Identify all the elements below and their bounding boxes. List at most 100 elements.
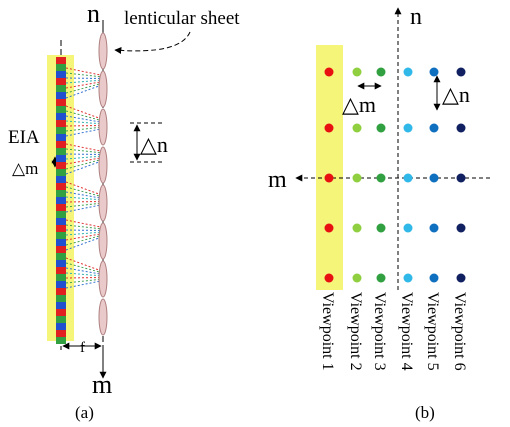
pixel xyxy=(56,85,66,92)
pixel xyxy=(56,183,66,190)
delta-m: △m xyxy=(342,92,376,117)
pixel xyxy=(56,239,66,246)
caption: (b) xyxy=(415,403,435,422)
lens xyxy=(99,299,107,335)
viewpoint-label: Viewpoint 1 xyxy=(319,292,336,371)
pixel xyxy=(56,57,66,64)
pixel xyxy=(56,232,66,239)
pixel xyxy=(56,190,66,197)
pixel xyxy=(56,288,66,295)
pixel xyxy=(56,204,66,211)
pixel xyxy=(56,197,66,204)
viewpoint-dot xyxy=(430,224,439,233)
delta-n: △n xyxy=(442,82,470,107)
pixel xyxy=(56,246,66,253)
viewpoint-label: Viewpoint 6 xyxy=(451,292,468,371)
pixel xyxy=(56,309,66,316)
pixel xyxy=(56,267,66,274)
axis-label: m xyxy=(268,167,287,193)
pixel xyxy=(56,176,66,183)
pixel xyxy=(56,141,66,148)
pixel xyxy=(56,106,66,113)
axis-label: m xyxy=(92,370,112,399)
viewpoint-dot xyxy=(404,274,413,283)
viewpoint-dot xyxy=(377,224,386,233)
viewpoint-dot xyxy=(353,274,362,283)
viewpoint-dot xyxy=(457,224,466,233)
pixel xyxy=(56,337,66,344)
pixel xyxy=(56,211,66,218)
lens xyxy=(99,109,107,145)
lens xyxy=(99,33,107,69)
viewpoint-dot xyxy=(430,68,439,77)
pixel xyxy=(56,169,66,176)
pixel xyxy=(56,127,66,134)
ray xyxy=(66,202,103,203)
pixel xyxy=(56,281,66,288)
viewpoint-highlight xyxy=(316,45,343,290)
viewpoint-dot xyxy=(353,124,362,133)
viewpoint-dot xyxy=(404,68,413,77)
lens xyxy=(99,261,107,297)
ray xyxy=(66,230,103,231)
viewpoint-dot xyxy=(404,124,413,133)
pixel xyxy=(56,155,66,162)
caption: (a) xyxy=(75,403,94,422)
delta-n: △n xyxy=(140,132,168,157)
pixel xyxy=(56,134,66,141)
lens xyxy=(99,147,107,183)
pixel xyxy=(56,120,66,127)
viewpoint-dot xyxy=(377,174,386,183)
viewpoint-dot xyxy=(430,174,439,183)
pixel xyxy=(56,302,66,309)
delta-m: △m xyxy=(12,159,38,178)
viewpoint-dot xyxy=(430,274,439,283)
viewpoint-dot xyxy=(404,224,413,233)
pixel xyxy=(56,225,66,232)
viewpoint-label: Viewpoint 5 xyxy=(424,292,441,371)
viewpoint-dot xyxy=(325,224,334,233)
lens xyxy=(99,71,107,107)
figure: n lenticular sheet EIA △m △n f m (a) n m… xyxy=(0,0,510,427)
pixel xyxy=(56,323,66,330)
viewpoint-dot xyxy=(325,68,334,77)
viewpoint-label: Viewpoint 4 xyxy=(398,292,415,371)
pixel xyxy=(56,260,66,267)
viewpoint-dot xyxy=(325,174,334,183)
ray xyxy=(66,154,103,155)
ray xyxy=(66,78,103,79)
axis-label: n xyxy=(87,0,100,28)
pixel xyxy=(56,253,66,260)
viewpoint-dot xyxy=(457,68,466,77)
pixel xyxy=(56,99,66,106)
viewpoint-dot xyxy=(325,124,334,133)
pixel xyxy=(56,162,66,169)
pixel xyxy=(56,78,66,85)
panel-a: n lenticular sheet EIA △m △n f m (a) xyxy=(8,0,240,422)
viewpoint-dot xyxy=(457,274,466,283)
pixel xyxy=(56,64,66,71)
viewpoint-dot xyxy=(404,174,413,183)
viewpoint-dot xyxy=(353,174,362,183)
viewpoint-dot xyxy=(353,68,362,77)
pixel xyxy=(56,71,66,78)
ray xyxy=(66,278,103,279)
viewpoint-dot xyxy=(457,174,466,183)
viewpoint-dot xyxy=(430,124,439,133)
lens xyxy=(99,223,107,259)
viewpoint-dot xyxy=(377,68,386,77)
viewpoint-label: Viewpoint 2 xyxy=(347,292,364,371)
pixel xyxy=(56,218,66,225)
viewpoint-dot xyxy=(457,124,466,133)
pixel xyxy=(56,148,66,155)
lens xyxy=(99,185,107,221)
viewpoint-label: Viewpoint 3 xyxy=(371,292,388,371)
viewpoint-dot xyxy=(325,274,334,283)
pixel xyxy=(56,92,66,99)
pixel xyxy=(56,113,66,120)
pixel xyxy=(56,274,66,281)
viewpoint-dot xyxy=(377,274,386,283)
lens-label: lenticular sheet xyxy=(124,8,240,29)
focal-label: f xyxy=(80,340,85,356)
